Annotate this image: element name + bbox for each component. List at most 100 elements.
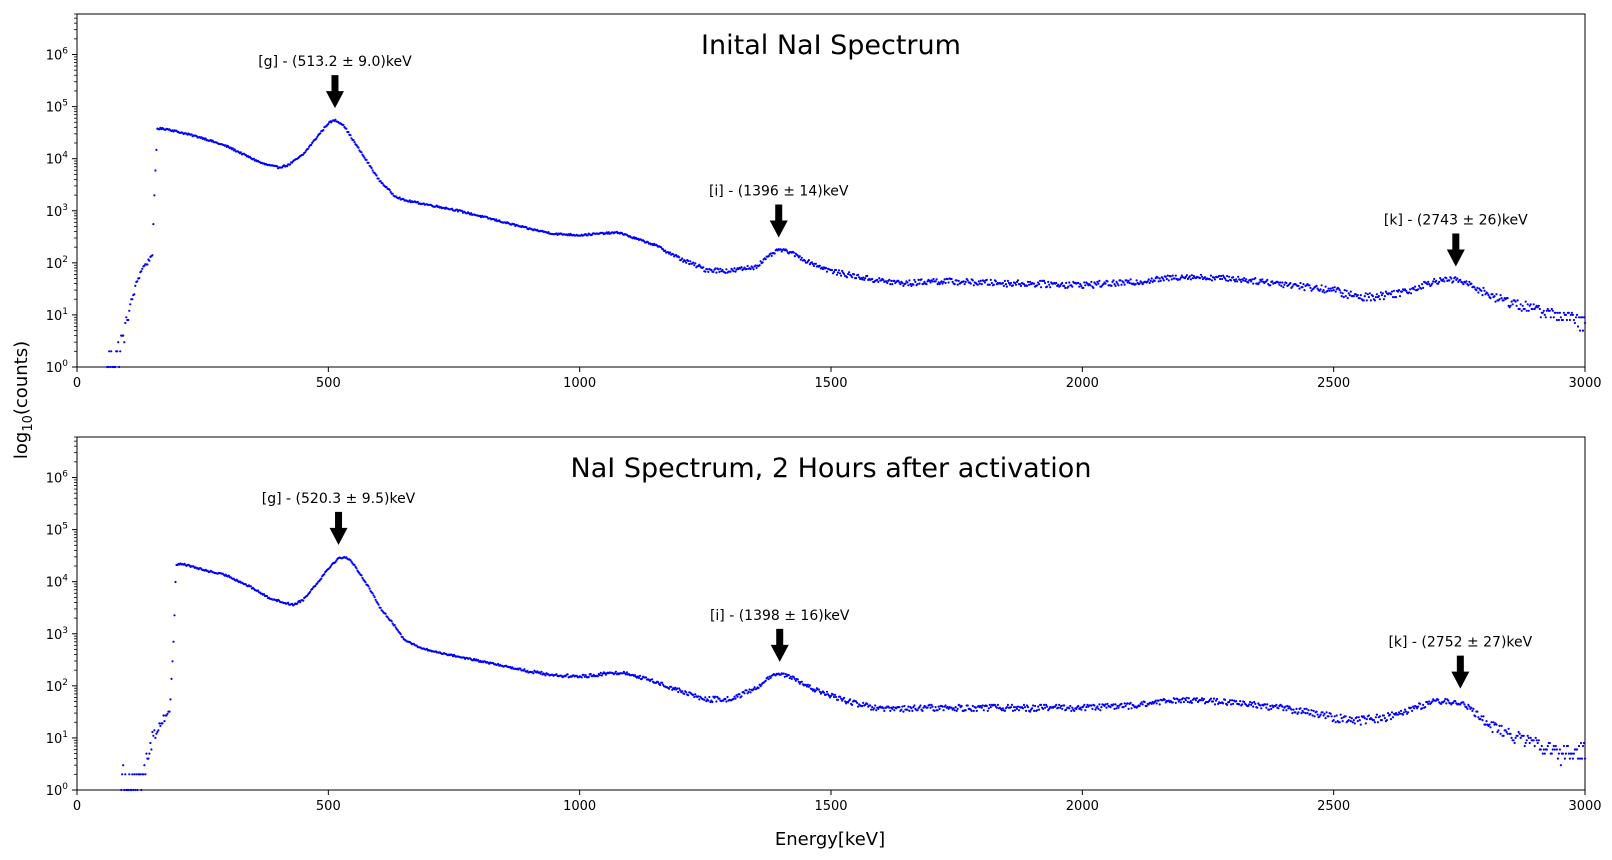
data-point	[169, 698, 172, 701]
data-point	[1582, 741, 1586, 745]
data-point	[1506, 297, 1509, 300]
data-point	[877, 707, 880, 711]
data-point	[1356, 294, 1359, 297]
data-point	[109, 365, 112, 369]
data-point	[877, 280, 880, 283]
data-point	[1128, 281, 1131, 285]
data-point	[1307, 709, 1310, 712]
data-point	[1350, 717, 1353, 720]
data-point	[1352, 719, 1355, 722]
data-point	[296, 602, 299, 605]
data-point	[996, 703, 1000, 707]
data-point	[1140, 281, 1143, 284]
data-point	[1348, 716, 1351, 719]
data-point	[384, 612, 387, 615]
data-point	[1374, 296, 1377, 299]
data-point	[1509, 304, 1512, 307]
data-point	[1343, 289, 1346, 292]
data-point	[1563, 757, 1566, 760]
data-point	[1285, 281, 1288, 285]
data-point	[299, 601, 302, 604]
data-point	[1003, 279, 1007, 282]
data-point	[1304, 712, 1307, 715]
data-point	[1224, 277, 1227, 280]
data-point	[1021, 707, 1025, 710]
data-point	[1016, 705, 1020, 708]
data-point	[1447, 699, 1450, 702]
data-point	[681, 257, 684, 260]
data-point	[361, 576, 364, 580]
data-point	[162, 714, 165, 717]
data-point	[882, 278, 885, 281]
data-point	[1552, 744, 1555, 748]
data-point	[1428, 283, 1431, 286]
data-point	[757, 686, 760, 690]
data-point	[1327, 287, 1330, 290]
data-point	[1556, 311, 1559, 314]
data-point	[1496, 730, 1499, 734]
data-point	[1239, 700, 1242, 703]
data-point	[1462, 283, 1465, 286]
y-tick-label: 100	[46, 359, 69, 376]
data-point	[718, 697, 721, 700]
data-point	[174, 580, 177, 584]
data-point	[983, 281, 986, 284]
data-point	[1250, 280, 1253, 283]
data-point	[1416, 707, 1419, 710]
data-point	[952, 707, 955, 710]
data-point	[882, 707, 885, 710]
data-point	[1059, 706, 1062, 709]
data-point	[985, 704, 988, 708]
data-point	[1564, 752, 1567, 755]
data-point	[764, 258, 767, 261]
data-point	[1554, 744, 1557, 748]
data-point	[1186, 700, 1189, 704]
data-point	[743, 692, 746, 695]
data-point	[937, 281, 940, 284]
data-point	[1109, 706, 1112, 709]
data-point	[1575, 748, 1579, 751]
data-point	[687, 259, 690, 262]
data-point	[147, 757, 150, 760]
data-point	[1236, 280, 1239, 283]
data-point	[1189, 700, 1192, 703]
data-point	[614, 670, 618, 673]
data-point	[1344, 715, 1347, 718]
data-point	[1551, 748, 1554, 751]
data-point	[334, 118, 337, 121]
data-point	[1575, 313, 1579, 316]
data-point	[1243, 700, 1246, 704]
data-point	[1572, 318, 1575, 322]
data-point	[849, 698, 852, 701]
data-point	[1534, 736, 1537, 740]
data-point	[1209, 274, 1213, 277]
data-point	[1385, 719, 1388, 722]
data-point	[752, 687, 755, 691]
data-point	[1529, 303, 1532, 306]
data-point	[1329, 287, 1332, 290]
data-point	[1418, 284, 1421, 287]
data-point	[832, 695, 836, 699]
data-point	[1178, 698, 1181, 701]
data-point	[142, 773, 145, 776]
data-point	[1511, 303, 1514, 306]
data-point	[1259, 704, 1262, 707]
data-point	[1033, 282, 1036, 285]
data-point	[1474, 715, 1477, 718]
x-tick-label: 2500	[1317, 799, 1350, 814]
data-point	[1495, 723, 1498, 726]
data-point	[743, 266, 746, 269]
data-point	[1443, 700, 1446, 703]
data-point	[1301, 286, 1304, 289]
data-point	[1377, 295, 1380, 298]
data-point	[1171, 701, 1174, 704]
data-point	[1069, 704, 1072, 708]
data-point	[1367, 714, 1370, 717]
data-point	[155, 732, 158, 735]
data-point	[1448, 279, 1451, 282]
data-point	[398, 196, 401, 199]
data-point	[1576, 325, 1580, 328]
data-point	[367, 161, 370, 164]
data-point	[1414, 285, 1417, 288]
data-point	[1026, 280, 1030, 283]
